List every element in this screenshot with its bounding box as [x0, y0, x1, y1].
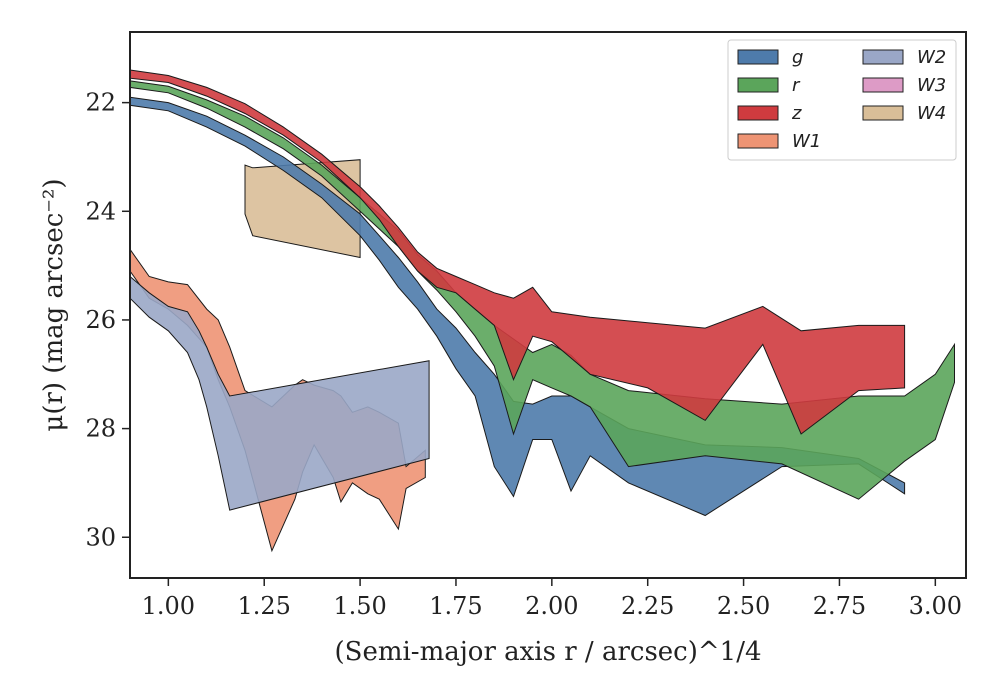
x-tick-label: 2.50: [717, 592, 770, 620]
legend-swatch-w4: [862, 105, 904, 121]
y-tick-label: 22: [85, 89, 116, 117]
legend-swatch-r: [737, 77, 779, 93]
plot-frame: [129, 31, 967, 579]
legend-swatch-z: [737, 105, 779, 121]
axes-layer: 1.00 1.25 1.50 1.75 2.00 2.25 2.50 2.75 3.00 22 24…: [39, 31, 967, 667]
x-tick-label: 3.00: [909, 592, 962, 620]
x-tick-label: 1.25: [238, 592, 291, 620]
x-tick-label: 1.75: [429, 592, 482, 620]
band-w2: [129, 275, 430, 511]
x-tick-label: 1.50: [333, 592, 386, 620]
legend-label-z: z: [791, 103, 802, 124]
legend: grz W1 W2 W3 W4: [727, 39, 957, 161]
y-tick-label: 28: [85, 415, 116, 443]
legend-label-w3: W3: [917, 75, 946, 96]
band-z: [129, 69, 906, 435]
legend-label-r: r: [792, 75, 801, 96]
y-axis-label: μ(r) (mag arcsec⁻²): [39, 178, 69, 431]
legend-label-w1: W1: [792, 131, 821, 152]
legend-label-g: g: [792, 47, 803, 68]
x-tick-label: 2.75: [813, 592, 866, 620]
legend-box: [727, 39, 957, 161]
x-tick-label: 2.25: [621, 592, 674, 620]
legend-label-w2: W2: [917, 47, 946, 68]
legend-swatch-w1: [737, 133, 779, 149]
band-layer: [129, 69, 955, 553]
y-tick-label: 26: [85, 306, 116, 334]
y-tick-label: 30: [85, 523, 116, 551]
x-tick-label: 2.00: [525, 592, 578, 620]
x-axis-label: (Semi-major axis r / arcsec)^1/4: [334, 637, 761, 667]
legend-swatch-w3: [862, 77, 904, 93]
y-tick-label: 24: [85, 197, 116, 225]
legend-label-w4: W4: [917, 103, 946, 124]
x-tick-label: 1.00: [142, 592, 195, 620]
band-g: [129, 96, 906, 517]
legend-swatch-g: [737, 49, 779, 65]
legend-swatch-w2: [862, 49, 904, 65]
